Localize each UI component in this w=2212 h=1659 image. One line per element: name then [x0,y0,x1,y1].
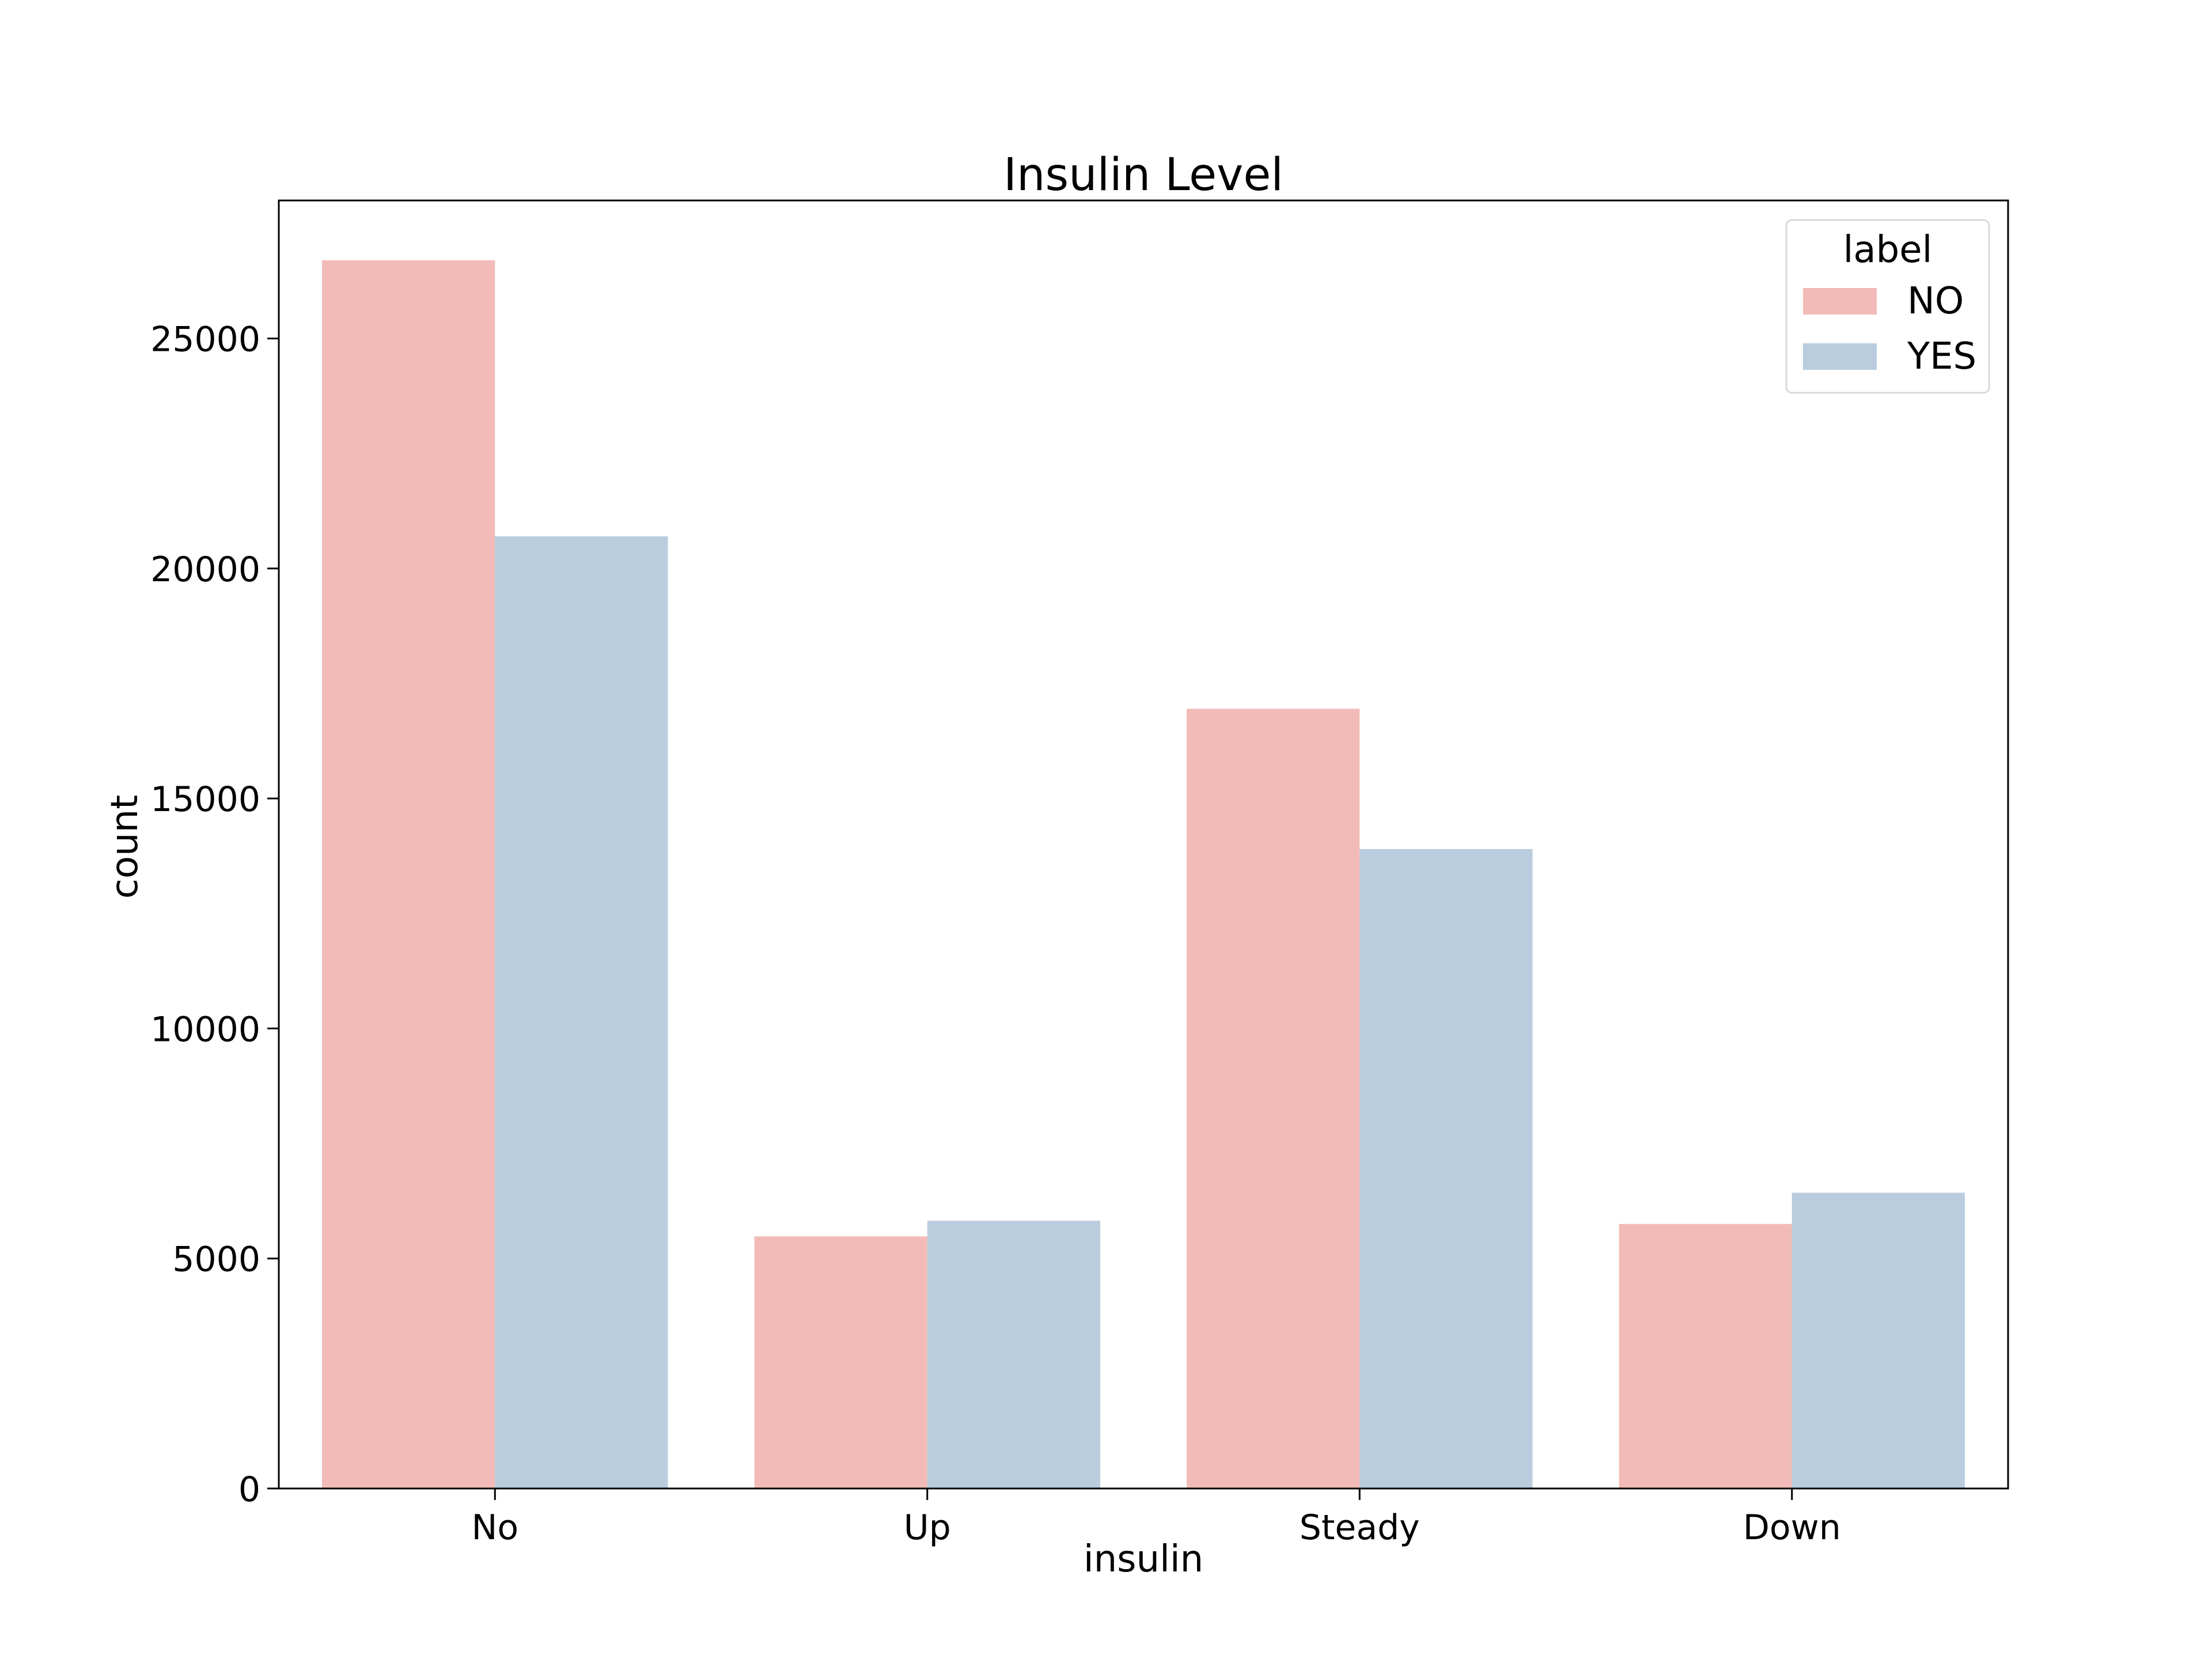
bar-no-yes [495,536,668,1488]
bar-steady-yes [1359,849,1533,1488]
bar-up-yes [927,1221,1100,1488]
x-axis-label: insulin [1084,1538,1203,1581]
bar-down-yes [1791,1192,1965,1488]
plot-frame [278,199,2009,1490]
x-tick-label: Up [904,1508,951,1548]
y-axis-label: count [104,795,146,899]
y-tick-label: 25000 [150,320,260,360]
legend-swatch-no [1803,288,1877,315]
bar-no-no [322,260,495,1489]
y-tick-label: 5000 [172,1240,260,1280]
chart-title: Insulin Level [1003,149,1283,201]
bar-up-no [754,1236,927,1488]
legend-title: label [1843,229,1933,271]
bar-steady-no [1187,709,1360,1488]
y-tick-label: 15000 [150,779,260,820]
bars-group [322,260,1965,1489]
x-ticks-group: No Up Steady Down [471,1488,1841,1548]
legend-items: NO YES [1803,280,1976,378]
x-tick-label: Steady [1300,1508,1420,1548]
legend-label-yes: YES [1907,335,1976,378]
x-tick-label: Down [1743,1508,1841,1548]
legend: label NO YES [1785,219,1990,394]
x-tick-label: No [471,1508,518,1548]
y-tick-label: 10000 [150,1009,260,1050]
bar-down-no [1619,1224,1792,1488]
y-tick-label: 20000 [150,550,260,590]
y-ticks-group: 0 5000 10000 15000 20000 25000 [150,320,279,1510]
legend-swatch-yes [1803,343,1877,370]
legend-label-no: NO [1907,280,1964,323]
y-tick-label: 0 [238,1469,260,1510]
